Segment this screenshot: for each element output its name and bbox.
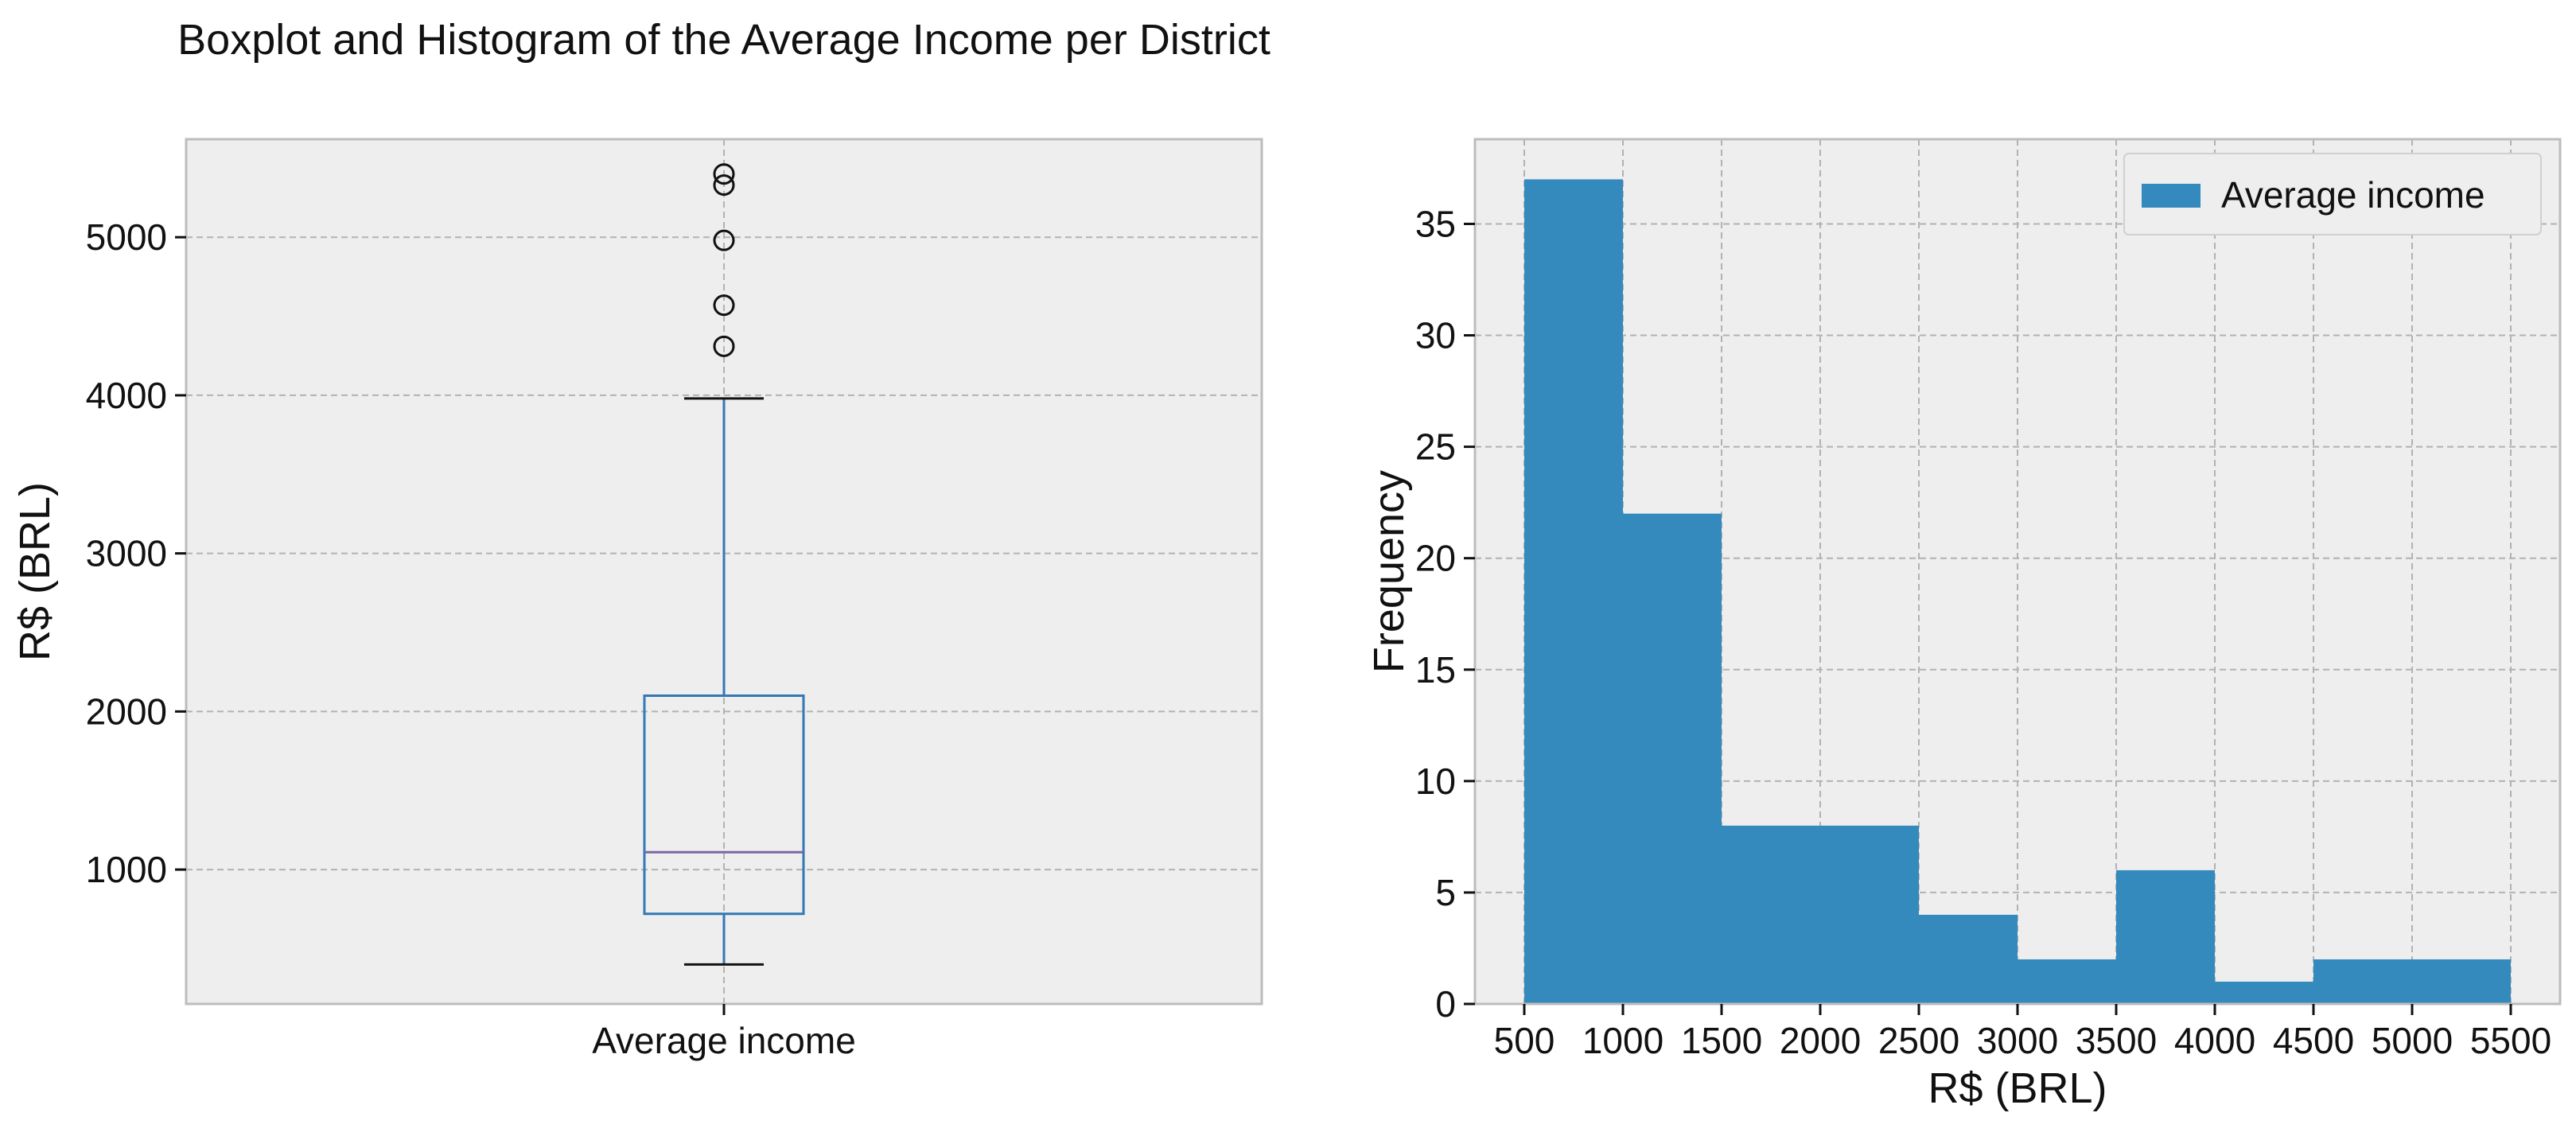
y-tick-label: 30: [1415, 315, 1456, 356]
legend-frame: [2123, 153, 2542, 235]
outlier-point: [713, 294, 735, 317]
y-tick-label: 15: [1415, 649, 1456, 691]
histogram-x-ticks: 500 1000 1500 2000 2500 3000 3500 4000 4500 5000 5…: [1494, 1004, 2551, 1061]
histogram-panel: 0 5 10 15 20 25 30 35 500 1000 1500 2000 2500 3000 35…: [1365, 138, 2562, 1112]
boxplot-gridlines: [186, 139, 1262, 1004]
y-tick-label: 10: [1415, 761, 1456, 802]
y-tick-label: 2000: [86, 691, 167, 732]
x-tick-label: 4000: [2174, 1020, 2255, 1061]
legend-swatch: [2142, 184, 2200, 208]
boxplot-marks: [643, 163, 805, 966]
histogram-bar: [2313, 959, 2412, 1004]
x-tick-label: 500: [1494, 1020, 1555, 1061]
boxplot-x-ticks: Average income: [592, 1004, 856, 1061]
x-tick-label: 2000: [1780, 1020, 1861, 1061]
histogram-bar: [1820, 825, 1919, 1004]
boxplot-y-axis-label: R$ (BRL): [11, 482, 59, 661]
y-tick-label: 5000: [86, 216, 167, 258]
y-tick-label: 35: [1415, 203, 1456, 244]
histogram-y-ticks: 0 5 10 15 20 25 30 35: [1415, 203, 1475, 1025]
x-tick-label: 1000: [1582, 1020, 1664, 1061]
outlier-point: [713, 335, 735, 357]
histogram-bar: [2116, 870, 2215, 1004]
histogram-legend: Average income: [2123, 153, 2542, 235]
outlier-point: [713, 229, 735, 251]
histogram-bars: [1524, 179, 2511, 1004]
histogram-bar: [1623, 513, 1722, 1004]
y-tick-label: 1000: [86, 849, 167, 890]
x-tick-label: 1500: [1681, 1020, 1762, 1061]
y-tick-label: 3000: [86, 533, 167, 574]
histogram-bar: [1722, 825, 1820, 1004]
histogram-bar: [2215, 981, 2313, 1004]
y-tick-label: 20: [1415, 538, 1456, 579]
x-tick-label: 5500: [2470, 1020, 2551, 1061]
x-tick-label: Average income: [592, 1020, 856, 1061]
y-tick-label: 4000: [86, 375, 167, 416]
x-tick-label: 4500: [2273, 1020, 2354, 1061]
histogram-y-axis-label: Frequency: [1365, 470, 1413, 673]
figure-title: Boxplot and Histogram of the Average Inc…: [177, 16, 1270, 64]
x-tick-label: 2500: [1878, 1020, 1959, 1061]
y-tick-label: 0: [1435, 983, 1456, 1025]
boxplot-panel: 1000 2000 3000 4000 5000 Average income R$ (…: [11, 138, 1263, 1061]
legend-entry: Average income: [2221, 174, 2485, 216]
histogram-bar: [2412, 959, 2511, 1004]
histogram-bar: [1524, 179, 1623, 1004]
box-iqr: [643, 694, 805, 916]
histogram-x-axis-label: R$ (BRL): [1928, 1064, 2107, 1112]
x-tick-label: 3000: [1977, 1020, 2058, 1061]
histogram-bar: [2018, 959, 2116, 1004]
x-tick-label: 3500: [2076, 1020, 2157, 1061]
histogram-bar: [1919, 914, 2018, 1004]
outlier-point: [713, 174, 735, 196]
boxplot-y-ticks: 1000 2000 3000 4000 5000: [86, 216, 186, 890]
y-tick-label: 25: [1415, 426, 1456, 468]
y-tick-label: 5: [1435, 872, 1456, 913]
outlier-point: [713, 163, 735, 185]
x-tick-label: 5000: [2372, 1020, 2453, 1061]
